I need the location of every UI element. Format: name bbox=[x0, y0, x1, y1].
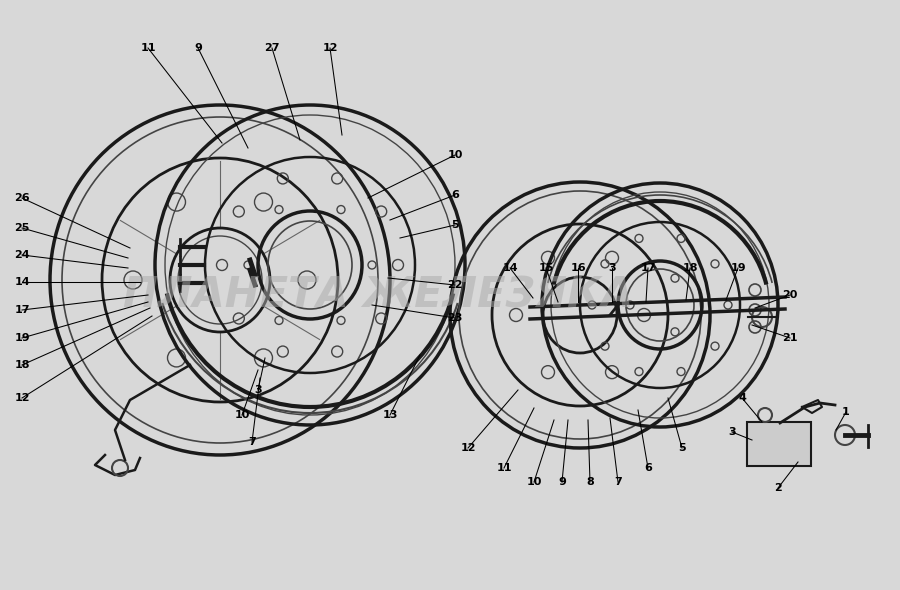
Text: 12: 12 bbox=[322, 43, 338, 53]
Text: 8: 8 bbox=[586, 477, 594, 487]
Text: 16: 16 bbox=[571, 263, 586, 273]
Text: 10: 10 bbox=[526, 477, 542, 487]
Text: 14: 14 bbox=[502, 263, 518, 273]
FancyBboxPatch shape bbox=[747, 422, 811, 466]
Text: 21: 21 bbox=[782, 333, 797, 343]
Text: 20: 20 bbox=[782, 290, 797, 300]
Text: 9: 9 bbox=[558, 477, 566, 487]
Text: 3: 3 bbox=[728, 427, 736, 437]
Text: 5: 5 bbox=[451, 220, 459, 230]
Text: 5: 5 bbox=[679, 443, 686, 453]
Text: 17: 17 bbox=[14, 305, 30, 315]
Text: 17: 17 bbox=[640, 263, 656, 273]
Text: 13: 13 bbox=[382, 410, 398, 420]
Text: 18: 18 bbox=[682, 263, 698, 273]
Text: 26: 26 bbox=[14, 193, 30, 203]
Text: 7: 7 bbox=[248, 437, 256, 447]
Text: 7: 7 bbox=[614, 477, 622, 487]
Text: 12: 12 bbox=[14, 393, 30, 403]
Text: 11: 11 bbox=[496, 463, 512, 473]
Text: 22: 22 bbox=[447, 280, 463, 290]
Text: 2: 2 bbox=[774, 483, 782, 493]
Text: 25: 25 bbox=[14, 223, 30, 233]
Text: ПЛАНЕТА ЖЕЛЕЗЯКА: ПЛАНЕТА ЖЕЛЕЗЯКА bbox=[122, 274, 634, 316]
Text: 3: 3 bbox=[254, 385, 262, 395]
Text: 3: 3 bbox=[608, 263, 616, 273]
Text: 14: 14 bbox=[14, 277, 30, 287]
Text: 11: 11 bbox=[140, 43, 156, 53]
Text: 4: 4 bbox=[738, 393, 746, 403]
Text: 10: 10 bbox=[447, 150, 463, 160]
Text: 23: 23 bbox=[447, 313, 463, 323]
Text: 1: 1 bbox=[842, 407, 850, 417]
Text: 19: 19 bbox=[14, 333, 30, 343]
Text: 10: 10 bbox=[234, 410, 249, 420]
Text: 24: 24 bbox=[14, 250, 30, 260]
Text: 6: 6 bbox=[451, 190, 459, 200]
Text: 27: 27 bbox=[265, 43, 280, 53]
Text: 19: 19 bbox=[730, 263, 746, 273]
Text: 18: 18 bbox=[14, 360, 30, 370]
Text: 6: 6 bbox=[644, 463, 652, 473]
Text: 12: 12 bbox=[460, 443, 476, 453]
Text: 9: 9 bbox=[194, 43, 202, 53]
Text: 15: 15 bbox=[538, 263, 554, 273]
